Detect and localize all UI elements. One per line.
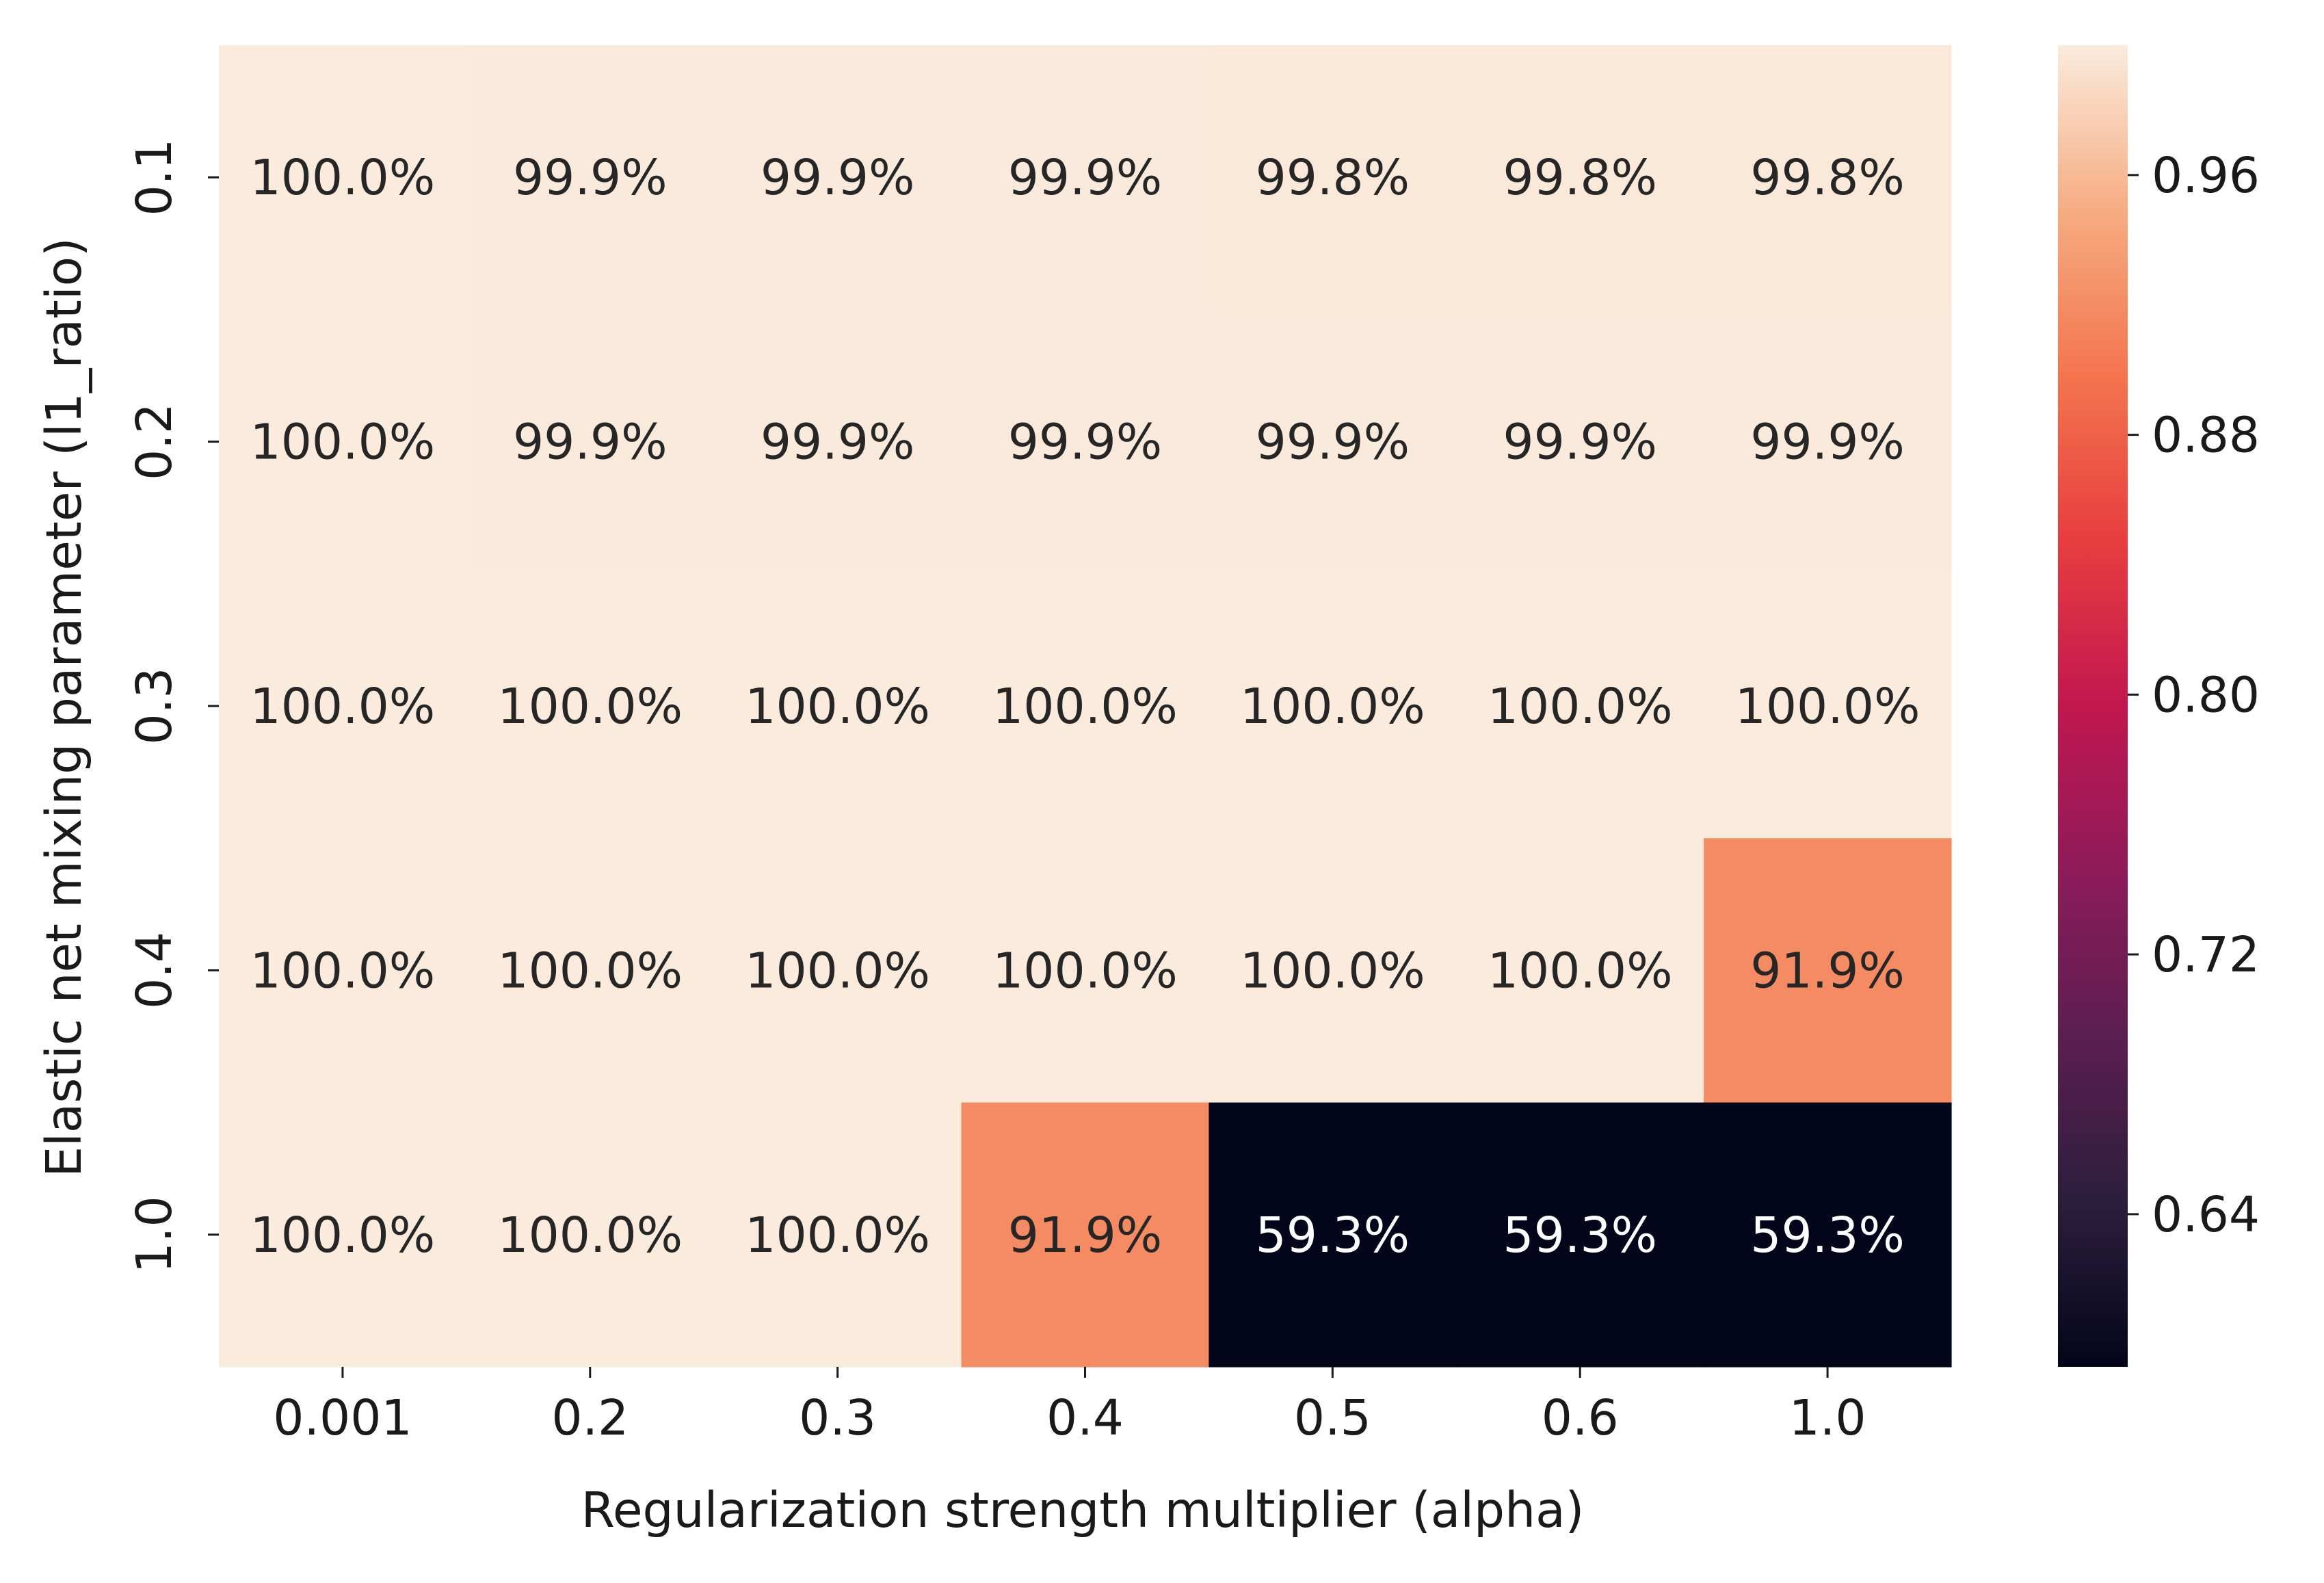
cell-annotation: 100.0% (250, 1207, 436, 1264)
heatmap-cells (219, 45, 1952, 1368)
x-tick-label: 0.2 (551, 1389, 629, 1446)
cell-annotation: 100.0% (1488, 942, 1673, 999)
x-axis: 0.001 0.2 0.3 0.4 0.5 0.6 1.0 (273, 1367, 1866, 1446)
x-tick-label: 0.4 (1046, 1389, 1124, 1446)
cell-annotation: 99.9% (513, 414, 668, 471)
cell-annotation: 100.0% (745, 678, 930, 735)
y-tick-label: 0.2 (126, 403, 183, 480)
y-tick-label: 0.1 (126, 139, 183, 216)
heatmap-cell (466, 309, 715, 575)
heatmap-cell (1456, 45, 1704, 310)
heatmap-cell (466, 838, 715, 1103)
cell-annotation: 100.0% (992, 678, 1178, 735)
heatmap-cell (961, 309, 1210, 575)
cell-annotation: 99.9% (1750, 414, 1905, 471)
heatmap-cell (961, 573, 1210, 839)
heatmap-cell (1704, 45, 1952, 310)
x-tick-label: 0.6 (1542, 1389, 1619, 1446)
heatmap-cell (219, 309, 467, 575)
cell-annotation: 100.0% (745, 1207, 930, 1264)
cell-annotation: 99.8% (1503, 149, 1657, 206)
y-tick-label: 0.3 (126, 668, 183, 745)
heatmap-cell (1456, 838, 1704, 1103)
heatmap-cell (1704, 309, 1952, 575)
heatmap-cell (713, 45, 962, 310)
heatmap-cell (219, 45, 467, 310)
y-axis: 0.1 0.2 0.3 0.4 1.0 (126, 139, 219, 1273)
cell-annotation: 99.9% (761, 149, 915, 206)
cell-annotation: 100.0% (250, 414, 436, 471)
cell-annotation: 99.9% (513, 149, 668, 206)
cell-annotation: 100.0% (497, 678, 683, 735)
cell-annotation: 99.8% (1750, 149, 1905, 206)
cell-annotation: 100.0% (1488, 678, 1673, 735)
cell-annotation: 99.9% (1008, 414, 1163, 471)
cell-annotation: 100.0% (1240, 942, 1425, 999)
heatmap-cell (1456, 1102, 1704, 1368)
x-tick-label: 1.0 (1789, 1389, 1866, 1446)
cell-annotation: 91.9% (1750, 942, 1905, 999)
colorbar-tick-label: 0.80 (2152, 666, 2260, 723)
colorbar-tick-label: 0.96 (2152, 147, 2260, 204)
heatmap-cell (466, 45, 715, 310)
cell-annotation: 59.3% (1750, 1207, 1905, 1264)
cell-annotation: 99.8% (1256, 149, 1410, 206)
heatmap-cell (713, 1102, 962, 1368)
cell-annotation: 100.0% (497, 942, 683, 999)
colorbar-tick-label: 0.72 (2152, 926, 2260, 983)
heatmap-cell (1704, 838, 1952, 1103)
x-axis-label: Regularization strength multiplier (alph… (581, 1482, 1585, 1539)
heatmap-cell (1704, 573, 1952, 839)
cell-annotation: 100.0% (250, 678, 436, 735)
cell-annotation: 59.3% (1503, 1207, 1657, 1264)
y-axis-label: Elastic net mixing parameter (l1_ratio) (36, 237, 92, 1177)
cell-annotation: 91.9% (1008, 1207, 1163, 1264)
heatmap-cell (961, 45, 1210, 310)
cell-annotation: 99.9% (1008, 149, 1163, 206)
heatmap-cell (1209, 573, 1457, 839)
heatmap-cell (961, 838, 1210, 1103)
heatmap-cell (219, 1102, 467, 1368)
cell-annotation: 100.0% (1735, 678, 1920, 735)
heatmap-cell (1456, 573, 1704, 839)
x-tick-label: 0.3 (799, 1389, 876, 1446)
y-tick-label: 0.4 (126, 932, 183, 1009)
heatmap-cell (1209, 1102, 1457, 1368)
heatmap-cell (1209, 45, 1457, 310)
cell-annotation: 100.0% (497, 1207, 683, 1264)
cell-annotations: 100.0% 99.9% 99.9% 99.9% 99.8% 99.8% 99.8% 100.… (250, 149, 1920, 1264)
cell-annotation: 59.3% (1256, 1207, 1410, 1264)
cell-annotation: 99.9% (1256, 414, 1410, 471)
colorbar-tick-label: 0.64 (2152, 1186, 2260, 1243)
cell-annotation: 100.0% (250, 942, 436, 999)
heatmap-cell (713, 309, 962, 575)
heatmap-cell (1456, 309, 1704, 575)
heatmap-cell (1209, 838, 1457, 1103)
colorbar-tick-label: 0.88 (2152, 407, 2260, 464)
x-tick-label: 0.001 (273, 1389, 412, 1446)
colorbar: 0.64 0.72 0.80 0.88 0.96 (2058, 45, 2260, 1367)
cell-annotation: 100.0% (1240, 678, 1425, 735)
heatmap-cell (1704, 1102, 1952, 1368)
cell-annotation: 99.9% (1503, 414, 1657, 471)
heatmap-cell (219, 573, 467, 839)
heatmap-cell (466, 1102, 715, 1368)
cell-annotation: 100.0% (745, 942, 930, 999)
heatmap-cell (219, 838, 467, 1103)
heatmap-cell (1209, 309, 1457, 575)
x-tick-label: 0.5 (1294, 1389, 1371, 1446)
heatmap-cell (961, 1102, 1210, 1368)
heatmap-cell (466, 573, 715, 839)
cell-annotation: 99.9% (761, 414, 915, 471)
colorbar-gradient (2058, 45, 2128, 1367)
heatmap-cell (713, 838, 962, 1103)
cell-annotation: 100.0% (992, 942, 1178, 999)
cell-annotation: 100.0% (250, 149, 436, 206)
heatmap-cell (713, 573, 962, 839)
y-tick-label: 1.0 (126, 1196, 183, 1273)
